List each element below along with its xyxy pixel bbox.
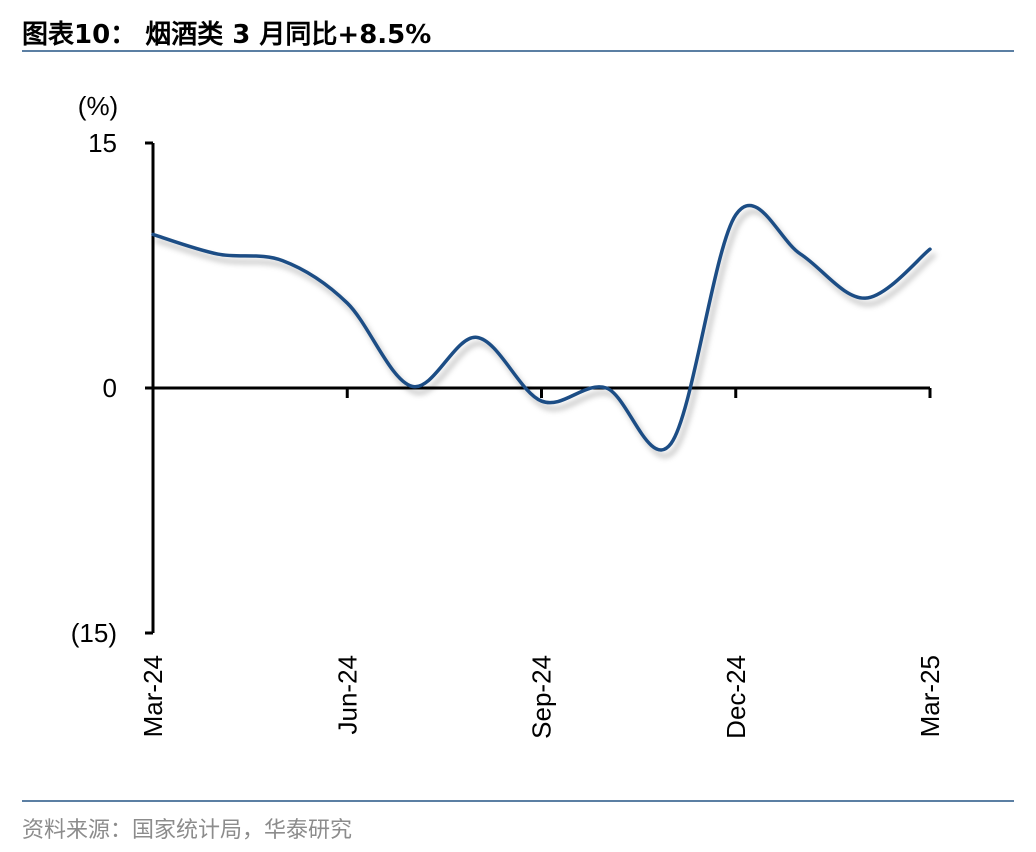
source-divider [22, 800, 1014, 802]
title-divider [22, 50, 1014, 52]
line-chart: 15 0 (15) (%) Mar-24 Jun-24 Sep-24 Dec-24 Mar-25 [71, 91, 945, 739]
series-line [151, 203, 932, 452]
data-point [475, 336, 478, 339]
data-point [799, 253, 802, 256]
x-tick-label: Jun-24 [332, 655, 362, 735]
data-point [670, 442, 673, 445]
chart-title: 图表10： 烟酒类 3 月同比+8.5% [22, 20, 432, 50]
data-point [411, 385, 414, 388]
y-tick-label: 15 [88, 128, 117, 158]
data-point [281, 259, 284, 262]
data-point [734, 213, 737, 216]
x-tick-label: Mar-24 [138, 655, 168, 737]
data-point [605, 387, 608, 390]
y-tick-label: (15) [71, 618, 117, 648]
data-point [864, 297, 867, 300]
data-point [216, 253, 219, 256]
x-tick-label: Mar-25 [915, 655, 945, 737]
data-point [346, 302, 349, 305]
y-tick-label: 0 [103, 373, 117, 403]
data-point [152, 233, 155, 236]
x-tick-label: Sep-24 [527, 655, 557, 739]
data-point [540, 400, 543, 403]
x-tick-label: Dec-24 [721, 655, 751, 739]
source-note: 资料来源：国家统计局，华泰研究 [22, 818, 353, 843]
y-unit-label: (%) [78, 91, 118, 121]
data-point [929, 248, 932, 251]
